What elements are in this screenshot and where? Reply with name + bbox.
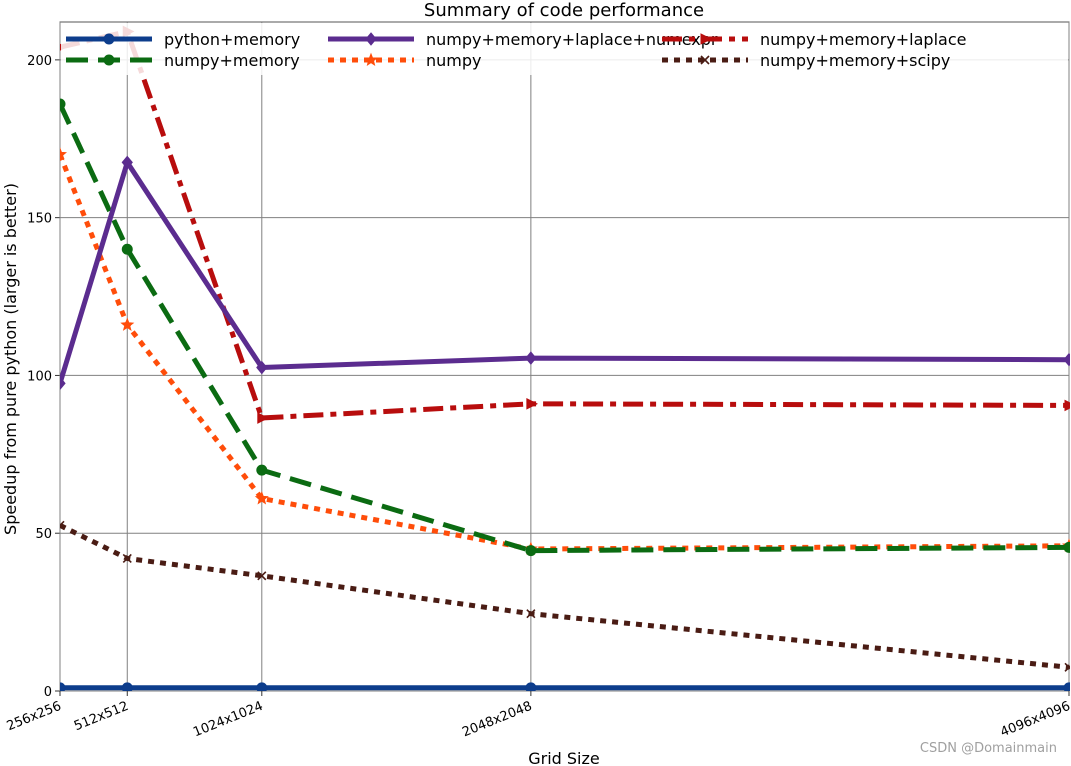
data-point-numpy-memory-scipy	[60, 520, 65, 530]
y-tick-label: 200	[27, 54, 52, 69]
data-point-numpy-memory-laplace-numexpr	[256, 360, 268, 375]
x-tick-label: 2048x2048	[460, 699, 534, 741]
data-point-numpy-memory-scipy	[1064, 662, 1070, 672]
legend-label: python+memory	[164, 30, 300, 49]
data-point-numpy-memory-laplace	[257, 412, 269, 424]
series-python-memory	[60, 682, 1070, 691]
data-point-python-memory	[60, 682, 66, 691]
data-point-numpy-memory-laplace-numexpr	[525, 351, 537, 365]
data-point-python-memory	[256, 682, 268, 691]
data-point-numpy-memory-laplace-numexpr	[60, 376, 66, 391]
data-point-numpy-memory	[1063, 541, 1070, 553]
x-tick-label: 256x256	[5, 699, 64, 734]
y-tick-label: 50	[35, 527, 52, 542]
legend-item-numpy-memory-laplace: numpy+memory+laplace	[662, 30, 966, 49]
legend-marker	[364, 52, 378, 67]
legend-marker	[103, 54, 115, 66]
data-point-numpy-memory-laplace	[526, 398, 538, 410]
x-marker-stroke	[122, 553, 132, 564]
data-point-numpy-memory-scipy	[122, 553, 132, 564]
legend-label: numpy+memory+laplace+numexpr	[426, 30, 718, 49]
data-point-python-memory	[1063, 682, 1070, 691]
legend-marker	[365, 32, 377, 46]
x-marker-stroke	[60, 520, 65, 527]
watermark: CSDN @Domainmain	[919, 741, 1057, 756]
legend-box	[61, 23, 1068, 75]
legend-label: numpy+memory+scipy	[760, 51, 950, 70]
legend-item-numpy-memory: numpy+memory	[66, 51, 300, 70]
data-point-python-memory	[525, 682, 537, 691]
legend-label: numpy+memory+laplace	[760, 30, 966, 49]
legend-marker	[700, 33, 713, 45]
legend-item-numpy-memory-laplace-numexpr: numpy+memory+laplace+numexpr	[328, 30, 718, 49]
y-axis-label: Speedup from pure python (larger is bett…	[1, 183, 20, 535]
data-point-numpy-memory-laplace	[1064, 399, 1070, 412]
series-numpy-memory-scipy	[60, 520, 1070, 672]
data-point-numpy-memory-laplace-numexpr	[121, 155, 133, 170]
data-point-numpy-memory	[525, 545, 537, 557]
x-marker-stroke	[60, 524, 65, 530]
legend-label: numpy+memory	[164, 51, 300, 70]
legend-marker	[103, 33, 115, 45]
data-point-numpy-memory-scipy	[526, 609, 536, 619]
x-axis-label: Grid Size	[528, 749, 600, 766]
legend-item-numpy-memory-scipy: numpy+memory+scipy	[662, 51, 950, 70]
data-point-python-memory	[121, 682, 133, 691]
x-marker-stroke	[1064, 665, 1070, 672]
y-tick-label: 100	[27, 369, 52, 384]
data-point-numpy	[120, 317, 135, 331]
x-marker-stroke	[700, 55, 710, 65]
x-marker-stroke	[526, 609, 536, 619]
legend-marker	[700, 55, 710, 65]
data-point-numpy	[60, 147, 67, 161]
data-point-numpy-memory	[256, 464, 268, 476]
legend: python+memory numpy+memory numpy+memory+la…	[61, 23, 1068, 75]
series-numpy-memory-laplace-numexpr	[60, 155, 1070, 391]
y-tick-label: 0	[44, 685, 52, 700]
x-tick-label: 4096x4096	[998, 699, 1071, 741]
x-tick-label: 1024x1024	[191, 699, 265, 741]
series-numpy-memory	[60, 98, 1070, 557]
data-point-numpy	[254, 491, 269, 505]
data-point-numpy-memory	[60, 98, 66, 110]
x-marker-stroke	[257, 571, 267, 581]
y-tick-label: 150	[27, 212, 52, 227]
series-line-numpy-memory-scipy	[60, 523, 1070, 670]
legend-item-python-memory: python+memory	[66, 30, 300, 49]
chart-title: Summary of code performance	[424, 0, 704, 21]
data-point-numpy-memory-scipy	[257, 571, 267, 581]
data-point-numpy-memory	[121, 243, 133, 255]
legend-label: numpy	[426, 51, 482, 70]
data-point-numpy-memory-laplace-numexpr	[1063, 352, 1070, 367]
legend-item-numpy: numpy	[328, 51, 482, 70]
x-tick-label: 512x512	[72, 699, 131, 734]
